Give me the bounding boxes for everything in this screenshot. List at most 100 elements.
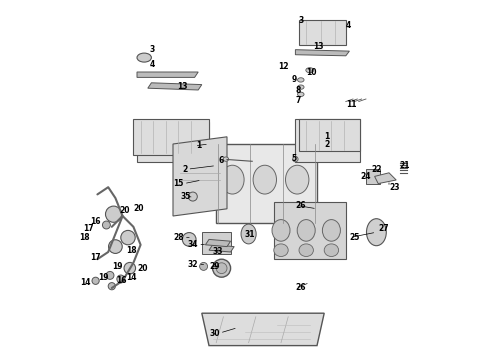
Text: 4: 4 bbox=[150, 60, 155, 69]
Text: 27: 27 bbox=[378, 224, 389, 233]
Bar bbox=[216, 144, 317, 223]
Text: 13: 13 bbox=[177, 82, 187, 91]
Polygon shape bbox=[205, 239, 231, 247]
Ellipse shape bbox=[216, 263, 227, 274]
Ellipse shape bbox=[297, 220, 315, 241]
Text: 25: 25 bbox=[349, 233, 360, 242]
Polygon shape bbox=[148, 83, 202, 90]
Text: 28: 28 bbox=[173, 233, 184, 242]
Polygon shape bbox=[374, 173, 396, 184]
Ellipse shape bbox=[274, 244, 288, 256]
Ellipse shape bbox=[223, 157, 229, 161]
Ellipse shape bbox=[322, 220, 341, 241]
Ellipse shape bbox=[199, 262, 208, 270]
Ellipse shape bbox=[324, 244, 339, 256]
Text: 20: 20 bbox=[137, 264, 147, 273]
Text: 2: 2 bbox=[182, 165, 187, 174]
Text: 20: 20 bbox=[133, 204, 144, 213]
Text: 33: 33 bbox=[213, 248, 223, 256]
Ellipse shape bbox=[188, 192, 197, 201]
Text: 2: 2 bbox=[324, 140, 329, 149]
Bar bbox=[202, 232, 231, 254]
Text: 1: 1 bbox=[324, 132, 329, 141]
Ellipse shape bbox=[299, 244, 314, 256]
Ellipse shape bbox=[137, 53, 151, 62]
Text: 7: 7 bbox=[295, 96, 301, 105]
Ellipse shape bbox=[124, 262, 136, 274]
Bar bbox=[133, 119, 209, 155]
Text: 26: 26 bbox=[295, 284, 306, 292]
Bar bbox=[299, 119, 360, 151]
Text: 21: 21 bbox=[400, 161, 410, 170]
Text: 4: 4 bbox=[346, 21, 351, 30]
Bar bbox=[299, 20, 346, 45]
Ellipse shape bbox=[172, 135, 181, 149]
Text: 29: 29 bbox=[209, 262, 220, 271]
Ellipse shape bbox=[272, 220, 290, 241]
Ellipse shape bbox=[253, 165, 276, 194]
Text: 34: 34 bbox=[188, 240, 198, 249]
Text: 16: 16 bbox=[116, 276, 126, 285]
Text: 18: 18 bbox=[79, 233, 90, 242]
Text: 6: 6 bbox=[218, 156, 223, 165]
Ellipse shape bbox=[220, 165, 244, 194]
Text: 5: 5 bbox=[292, 154, 297, 163]
Polygon shape bbox=[202, 313, 324, 346]
Text: 9: 9 bbox=[292, 75, 297, 84]
Ellipse shape bbox=[117, 275, 125, 283]
Ellipse shape bbox=[339, 132, 349, 148]
Ellipse shape bbox=[297, 78, 304, 82]
Text: 17: 17 bbox=[90, 253, 101, 262]
Ellipse shape bbox=[297, 85, 304, 89]
Ellipse shape bbox=[92, 277, 99, 284]
Polygon shape bbox=[295, 50, 349, 56]
Text: 17: 17 bbox=[83, 224, 94, 233]
Text: 14: 14 bbox=[80, 278, 90, 287]
Text: 15: 15 bbox=[173, 179, 184, 188]
Text: 20: 20 bbox=[119, 206, 129, 215]
Text: 10: 10 bbox=[306, 68, 317, 77]
Text: 30: 30 bbox=[209, 328, 220, 338]
Ellipse shape bbox=[319, 132, 329, 148]
Bar bbox=[274, 202, 346, 259]
Polygon shape bbox=[137, 72, 198, 77]
Text: 1: 1 bbox=[196, 141, 202, 150]
Ellipse shape bbox=[182, 233, 196, 246]
Bar bbox=[295, 119, 360, 162]
Ellipse shape bbox=[109, 240, 122, 253]
Ellipse shape bbox=[121, 230, 135, 245]
Polygon shape bbox=[173, 137, 227, 216]
Text: 24: 24 bbox=[360, 172, 371, 181]
Text: 31: 31 bbox=[245, 230, 255, 239]
Ellipse shape bbox=[108, 283, 116, 290]
Ellipse shape bbox=[299, 132, 310, 148]
Text: 3: 3 bbox=[150, 45, 155, 54]
Text: 23: 23 bbox=[389, 183, 399, 192]
Ellipse shape bbox=[367, 219, 386, 246]
Polygon shape bbox=[209, 245, 234, 252]
Ellipse shape bbox=[105, 206, 122, 222]
Ellipse shape bbox=[140, 135, 148, 149]
Text: 35: 35 bbox=[181, 192, 191, 202]
Text: 19: 19 bbox=[98, 273, 108, 282]
Ellipse shape bbox=[213, 259, 231, 277]
Ellipse shape bbox=[293, 156, 298, 162]
Text: 26: 26 bbox=[295, 201, 306, 210]
Ellipse shape bbox=[188, 135, 197, 149]
Text: 22: 22 bbox=[371, 165, 382, 174]
Text: 11: 11 bbox=[346, 100, 356, 109]
Ellipse shape bbox=[241, 224, 256, 244]
Text: 32: 32 bbox=[188, 260, 198, 269]
Ellipse shape bbox=[106, 271, 114, 279]
Text: 18: 18 bbox=[126, 246, 137, 255]
Ellipse shape bbox=[306, 68, 314, 73]
Text: 14: 14 bbox=[126, 273, 137, 282]
Text: 8: 8 bbox=[295, 86, 301, 95]
Ellipse shape bbox=[156, 135, 165, 149]
Text: 3: 3 bbox=[299, 17, 304, 26]
Text: 13: 13 bbox=[314, 42, 324, 51]
Text: 19: 19 bbox=[112, 262, 122, 271]
Ellipse shape bbox=[286, 165, 309, 194]
Bar bbox=[366, 169, 380, 184]
Bar bbox=[137, 122, 209, 162]
